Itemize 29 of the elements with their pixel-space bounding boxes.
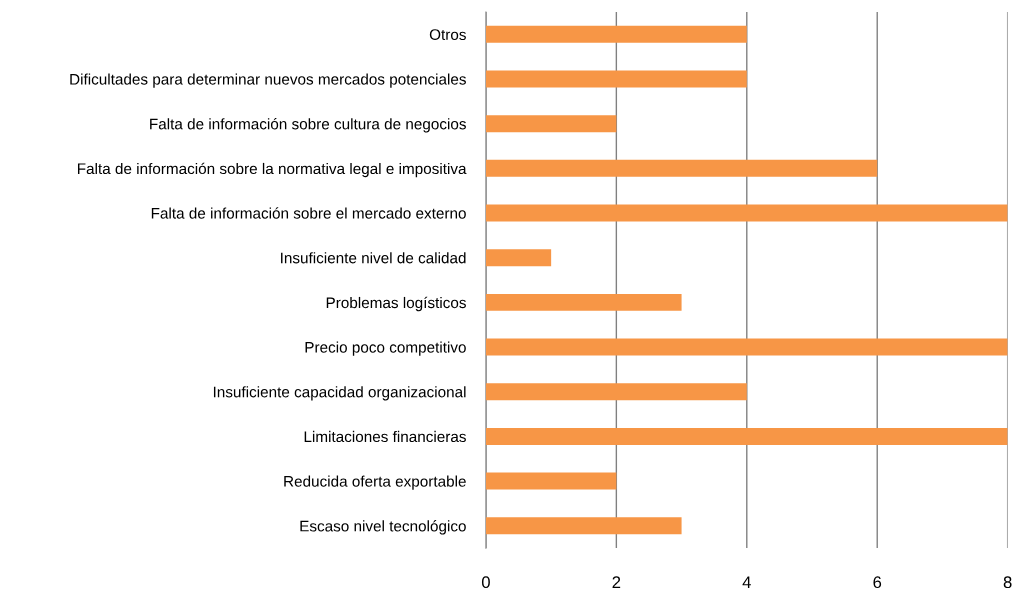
x-tick-label: 4 (742, 576, 751, 588)
y-tick-label: Dificultades para determinar nuevos mercados potenciales (70, 73, 466, 88)
y-tick-label: Otros (429, 29, 466, 40)
bar (485, 383, 747, 401)
x-tick-label: 6 (873, 576, 882, 589)
bar (485, 25, 747, 43)
bar (485, 115, 617, 133)
bar (485, 204, 1008, 222)
x-tick-label: 0 (481, 576, 490, 589)
bar (485, 159, 878, 177)
y-tick-label: Limitaciones financieras (304, 430, 466, 443)
x-tick-label: 2 (612, 576, 621, 588)
bar (485, 517, 682, 535)
bar (485, 427, 1008, 445)
x-tick-label: 8 (1003, 576, 1012, 589)
y-tick-label: Insuficiente nivel de calidad (281, 252, 466, 264)
y-tick-label: Precio poco competitivo (305, 341, 466, 356)
bar (485, 472, 617, 490)
bar (485, 249, 552, 267)
y-tick-label: Falta de información sobre el mercado externo (151, 207, 466, 219)
bar (485, 338, 1008, 356)
y-tick-label: Reducida oferta exportable (284, 475, 466, 490)
bar (485, 293, 682, 311)
bar (485, 70, 747, 88)
y-tick-label: Escaso nivel tecnológico (300, 520, 466, 535)
y-tick-label: Problemas logísticos (326, 296, 466, 312)
y-tick-label: Insuficiente capacidad organizacional (213, 386, 466, 401)
y-tick-label: Falta de información sobre cultura de negocios (150, 118, 466, 133)
y-tick-label: Falta de información sobre la normativa legal e impositiva (77, 162, 467, 178)
